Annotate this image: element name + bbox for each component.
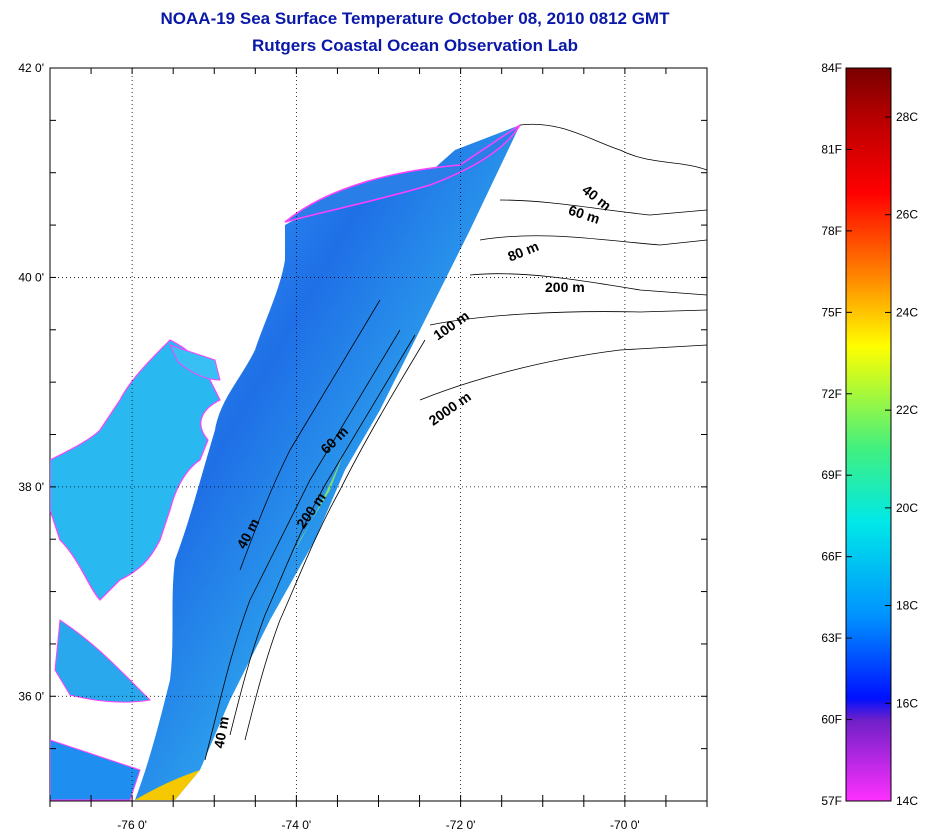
colorbar-f-label: 69F	[821, 468, 842, 482]
contour-label-200m: 200 m	[545, 279, 585, 295]
lower-bay	[54, 619, 152, 703]
colorbar-c-label: 18C	[896, 599, 918, 613]
delaware-bay	[169, 344, 221, 381]
colorbar	[845, 67, 892, 802]
colorbar-f-label: 78F	[821, 224, 842, 238]
lat-tick-label: 38 0'	[18, 480, 44, 494]
colorbar-c-label: 20C	[896, 501, 918, 515]
pamlico-sound	[50, 739, 141, 801]
colorbar-c-label: 22C	[896, 403, 918, 417]
colorbar-c-label: 24C	[896, 305, 918, 319]
sst-swath	[135, 125, 520, 800]
colorbar-labels: 84F 81F 78F 75F 72F 69F 66F 63F 60F 57F 28C 26C 24C 2…	[821, 61, 918, 808]
colorbar-f-label: 60F	[821, 713, 842, 727]
colorbar-f-label: 66F	[821, 550, 842, 564]
colorbar-f-label: 72F	[821, 387, 842, 401]
colorbar-f-label: 75F	[821, 305, 842, 319]
lat-tick-label: 42 0'	[18, 61, 44, 75]
lat-tick-label: 40 0'	[18, 270, 44, 284]
colorbar-c-label: 14C	[896, 794, 918, 808]
colorbar-c-label: 26C	[896, 208, 918, 222]
chart-title: NOAA-19 Sea Surface Temperature October …	[160, 9, 670, 28]
lon-tick-label: -76 0'	[117, 818, 147, 832]
contour-label-40m-south: 40 m	[211, 715, 232, 749]
colorbar-c-label: 28C	[896, 110, 918, 124]
slope-warm-band	[290, 450, 345, 560]
chart-subtitle: Rutgers Coastal Ocean Observation Lab	[252, 36, 578, 55]
map-ticks: 42 0' 40 0' 38 0' 36 0' -76 0' -74 0' -72 0' -7…	[18, 61, 708, 832]
long-island-sound	[284, 124, 521, 223]
colorbar-c-label: 16C	[896, 696, 918, 710]
colorbar-f-label: 57F	[821, 794, 842, 808]
lon-tick-label: -74 0'	[282, 818, 312, 832]
bathymetry-contours	[204, 123, 707, 761]
lon-tick-label: -72 0'	[446, 818, 476, 832]
colorbar-f-label: 84F	[821, 61, 842, 75]
colorbar-f-label: 81F	[821, 142, 842, 156]
colorbar-f-label: 63F	[821, 631, 842, 645]
chesapeake-bay	[50, 339, 221, 601]
gulf-stream-edge	[135, 770, 200, 800]
lat-tick-label: 36 0'	[18, 689, 44, 703]
lon-tick-label: -70 0'	[610, 818, 640, 832]
